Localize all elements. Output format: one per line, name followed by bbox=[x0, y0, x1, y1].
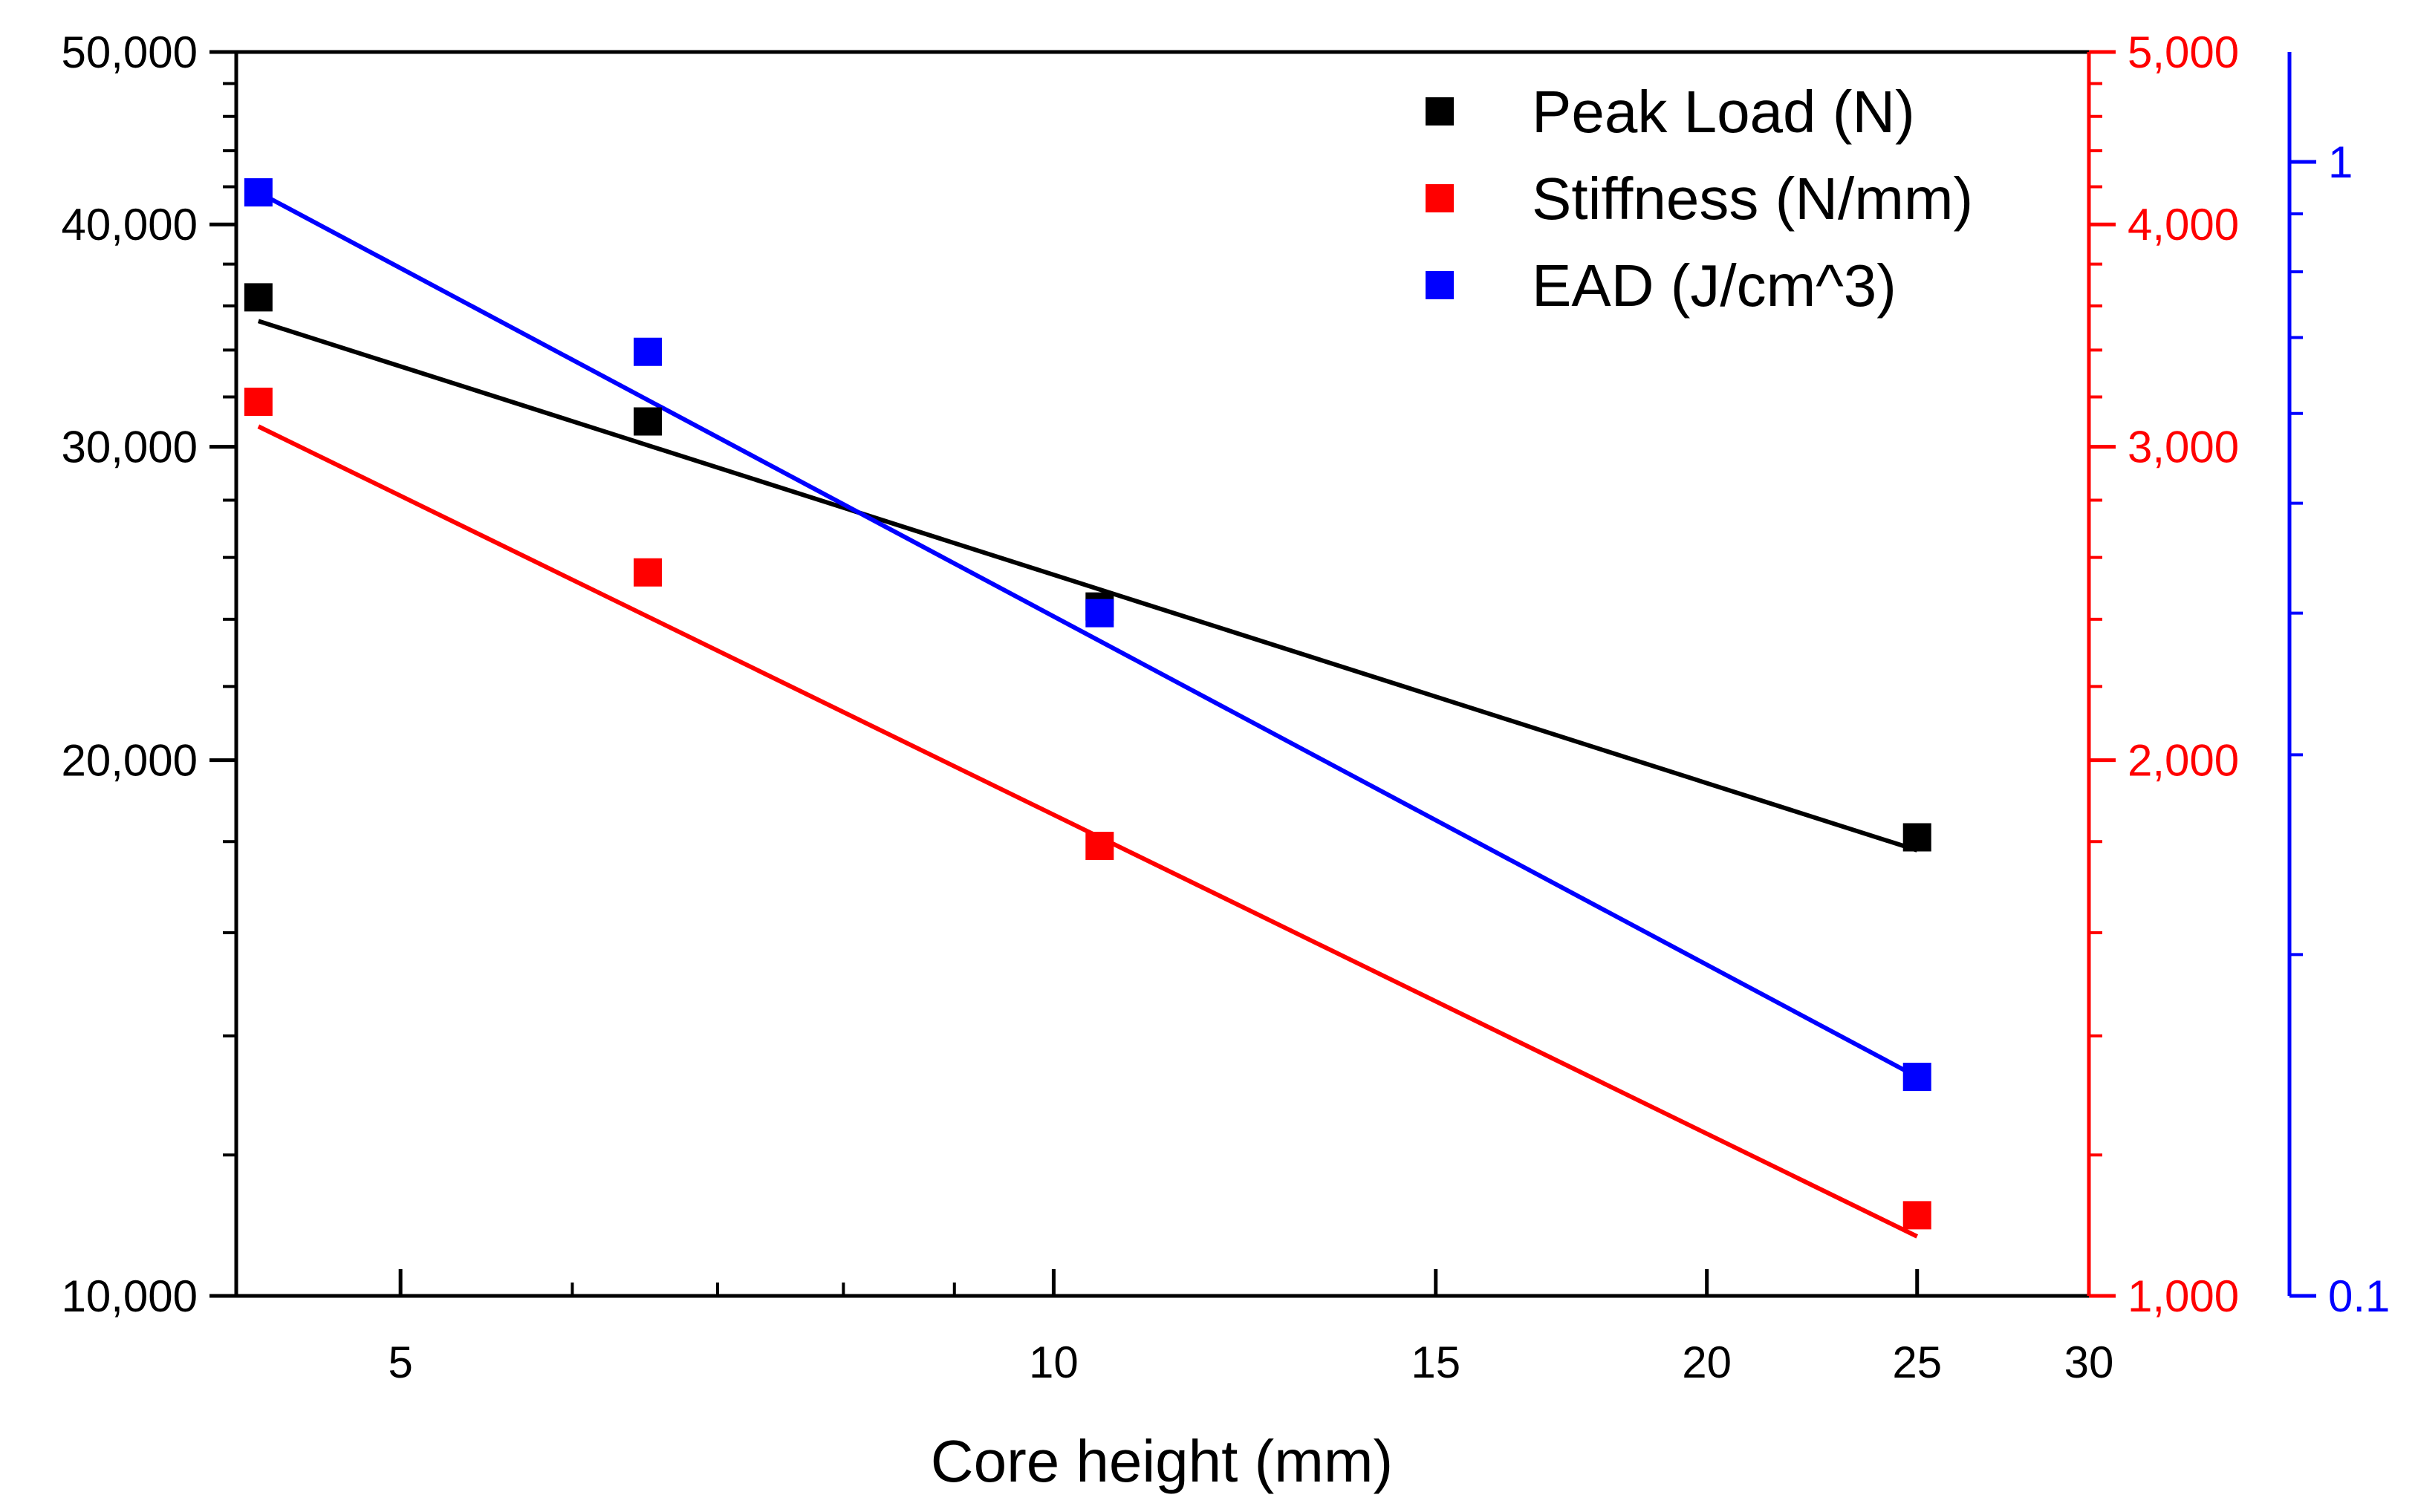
left-tick-label: 20,000 bbox=[61, 736, 198, 786]
legend-marker bbox=[1426, 184, 1454, 212]
right1-tick-label: 1,000 bbox=[2128, 1271, 2239, 1321]
data-point-series-3 bbox=[1085, 599, 1114, 628]
right1-tick-label: 5,000 bbox=[2128, 27, 2239, 77]
x-axis-title: Core height (mm) bbox=[931, 1428, 1393, 1494]
legend-marker bbox=[1426, 271, 1454, 299]
data-point-series-3 bbox=[633, 337, 662, 366]
left-tick-label: 10,000 bbox=[61, 1271, 198, 1321]
left-tick-label: 50,000 bbox=[61, 27, 198, 77]
axes: 5 10 15 20 25 30 10,000 20,000 30,000 40,000 50,00… bbox=[61, 27, 2390, 1387]
x-tick-label: 20 bbox=[1682, 1337, 1732, 1387]
data-points bbox=[244, 178, 1931, 1230]
x-tick-label: 25 bbox=[1892, 1337, 1942, 1387]
x-tick-label: 5 bbox=[388, 1337, 412, 1387]
data-point-series-1 bbox=[244, 283, 273, 312]
legend-label: EAD (J/cm^3) bbox=[1532, 252, 1897, 319]
fit-line-series-2 bbox=[257, 424, 1919, 1239]
legend-label: Stiffness (N/mm) bbox=[1532, 166, 1973, 232]
data-point-series-2 bbox=[633, 558, 662, 587]
data-point-series-2 bbox=[244, 387, 273, 416]
x-tick-label: 10 bbox=[1029, 1337, 1079, 1387]
data-point-series-3 bbox=[244, 178, 273, 207]
legend-label: Peak Load (N) bbox=[1532, 79, 1915, 145]
fit-line-series-1 bbox=[257, 319, 1918, 853]
right1-tick-label: 3,000 bbox=[2128, 423, 2239, 472]
data-point-series-1 bbox=[1902, 823, 1931, 852]
right1-tick-label: 4,000 bbox=[2128, 200, 2239, 250]
right2-tick-label: 0.1 bbox=[2328, 1271, 2390, 1321]
fit-lines bbox=[257, 190, 1919, 1239]
right2-tick-label: 1 bbox=[2328, 137, 2353, 187]
data-point-series-2 bbox=[1085, 832, 1114, 861]
legend: Peak Load (N) Stiffness (N/mm) EAD (J/cm^3… bbox=[1426, 79, 1973, 319]
left-tick-label: 40,000 bbox=[61, 200, 198, 250]
fit-line-series-3 bbox=[257, 190, 1919, 1079]
data-point-series-1 bbox=[633, 407, 662, 436]
data-point-series-2 bbox=[1902, 1201, 1931, 1230]
legend-marker bbox=[1426, 97, 1454, 126]
x-tick-label: 15 bbox=[1411, 1337, 1460, 1387]
x-tick-label: 30 bbox=[2064, 1337, 2114, 1387]
data-point-series-3 bbox=[1902, 1063, 1931, 1092]
left-tick-label: 30,000 bbox=[61, 423, 198, 472]
right1-tick-label: 2,000 bbox=[2128, 736, 2239, 786]
